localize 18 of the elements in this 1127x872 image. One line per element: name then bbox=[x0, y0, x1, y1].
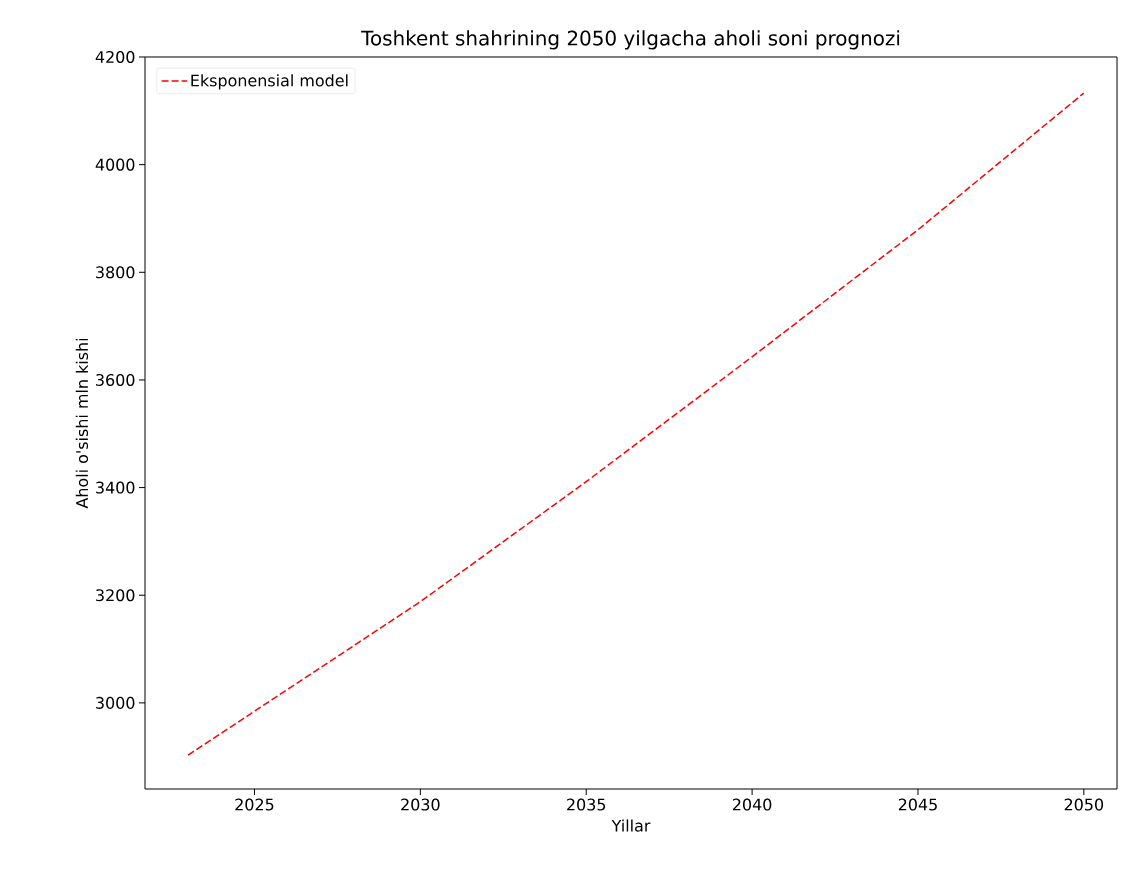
x-tick-label: 2045 bbox=[898, 798, 937, 811]
y-tick-label: 4000 bbox=[95, 158, 135, 171]
x-axis-title: Yillar bbox=[611, 819, 651, 832]
line-series bbox=[187, 92, 1085, 756]
x-tick-label: 2035 bbox=[567, 798, 606, 811]
legend-label: Eksponensial model bbox=[191, 74, 348, 90]
y-tick-label: 3400 bbox=[96, 481, 135, 494]
y-tick-label: 3600 bbox=[96, 373, 135, 386]
chart-title: Toshkent shahrining 2050 yilgacha aholi soni prognozi bbox=[361, 30, 900, 50]
y-tick-label: 4200 bbox=[95, 50, 135, 64]
x-tick-label: 2025 bbox=[235, 798, 274, 811]
y-tick-label: 3000 bbox=[96, 696, 135, 709]
y-tick-label: 3800 bbox=[96, 266, 135, 279]
x-tick-label: 2040 bbox=[732, 798, 772, 811]
y-tick-label: 3200 bbox=[96, 589, 135, 602]
y-axis-title: Aholi o'sishi mln kishi bbox=[75, 338, 89, 509]
x-tick-label: 2030 bbox=[401, 798, 440, 811]
x-tick-label: 2050 bbox=[1064, 798, 1104, 811]
